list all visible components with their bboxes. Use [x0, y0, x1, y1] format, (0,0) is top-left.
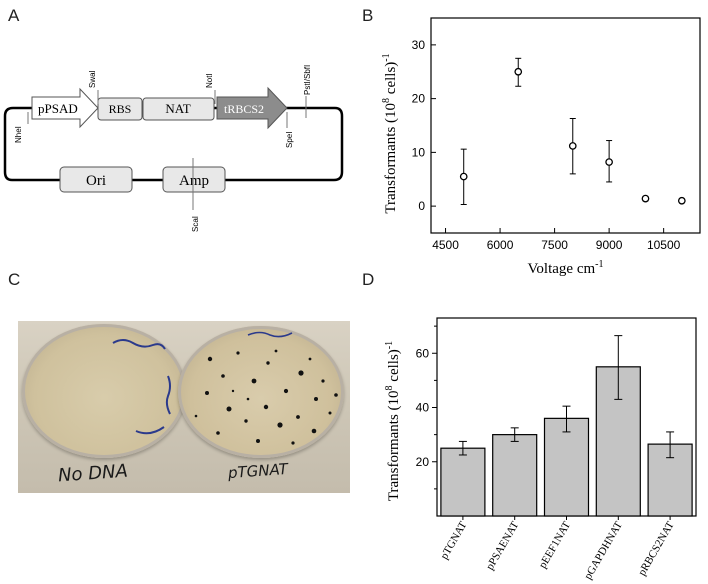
petri-dish-left: [22, 324, 186, 458]
y-tick-label: 20: [416, 455, 430, 469]
data-point: [605, 140, 613, 183]
bar: [543, 417, 590, 517]
y-axis-title: Transformants (108 cells)-1: [381, 53, 399, 213]
data-point: [677, 196, 686, 205]
panel-label-c: C: [8, 270, 21, 289]
trbcs2-label: tRBCS2: [224, 102, 264, 116]
x-tick-label: 6000: [487, 238, 514, 252]
nat-box: [142, 97, 215, 121]
data-point: [568, 118, 577, 175]
petri-dish-photo: [18, 321, 350, 493]
data-point: [514, 57, 523, 87]
bar: [595, 366, 641, 517]
x-tick-label: 9000: [596, 238, 623, 252]
y-tick-label: 20: [412, 92, 426, 106]
x-tick-label: pPSAENAT: [484, 519, 521, 572]
amp-box: [162, 166, 226, 193]
nat-label: NAT: [165, 101, 190, 116]
ppsad-arrow: [31, 87, 99, 129]
y-axis-title: Transformants (108 cells)-1: [384, 341, 402, 501]
bar: [492, 434, 538, 517]
ppsad-label: pPSAD: [38, 101, 78, 116]
point-marker: [568, 142, 577, 150]
y-tick-label: 40: [416, 401, 430, 415]
rbs-box: [97, 97, 143, 121]
x-tick-label: pRBCS2NAT: [636, 519, 677, 578]
plasmid-map: pPSAD RBS NAT tRBCS2 Ori Amp SwaI NotI P…: [3, 65, 344, 232]
data-point: [641, 194, 650, 203]
ori-label: Ori: [86, 173, 106, 189]
y-tick-label: 30: [412, 38, 426, 52]
amp-label: Amp: [179, 173, 209, 189]
trbcs2-arrow: [216, 86, 288, 130]
x-tick-label: 10500: [647, 238, 681, 252]
y-tick-label: 0: [418, 199, 425, 213]
y-tick-label: 60: [416, 346, 430, 360]
x-axis-title: Voltage cm-1: [528, 259, 604, 277]
point-marker: [514, 67, 523, 76]
spei-label: SpeI: [285, 132, 294, 148]
panel-label-b: B: [362, 6, 374, 25]
panel-label-a: A: [8, 6, 20, 25]
scai-label: ScaI: [191, 216, 200, 232]
y-tick-label: 10: [412, 145, 426, 159]
point-marker: [677, 196, 686, 205]
x-tick-label: pEEF1NAT: [537, 519, 574, 570]
plot-frame: [436, 317, 697, 517]
plot-frame: [430, 17, 701, 234]
x-tick-label: pTGNAT: [438, 519, 469, 561]
colonies: [112, 331, 338, 445]
bar: [440, 447, 486, 517]
rbs-label: RBS: [109, 102, 132, 116]
point-marker: [641, 194, 650, 203]
data-point: [459, 148, 468, 206]
swai-label: SwaI: [88, 70, 97, 88]
point-marker: [605, 158, 613, 166]
point-marker: [459, 172, 468, 181]
bar: [647, 443, 693, 517]
ori-box: [59, 166, 133, 193]
x-tick-label: 7500: [541, 238, 568, 252]
noti-label: NotI: [205, 73, 214, 88]
nhei-label: NheI: [14, 126, 23, 143]
panel-label-d: D: [362, 270, 375, 289]
psti-sbfi-label: PstI/SbfI: [303, 65, 312, 95]
x-tick-label: 4500: [432, 238, 459, 252]
x-tick-label: pGAPDHNAT: [582, 519, 625, 581]
